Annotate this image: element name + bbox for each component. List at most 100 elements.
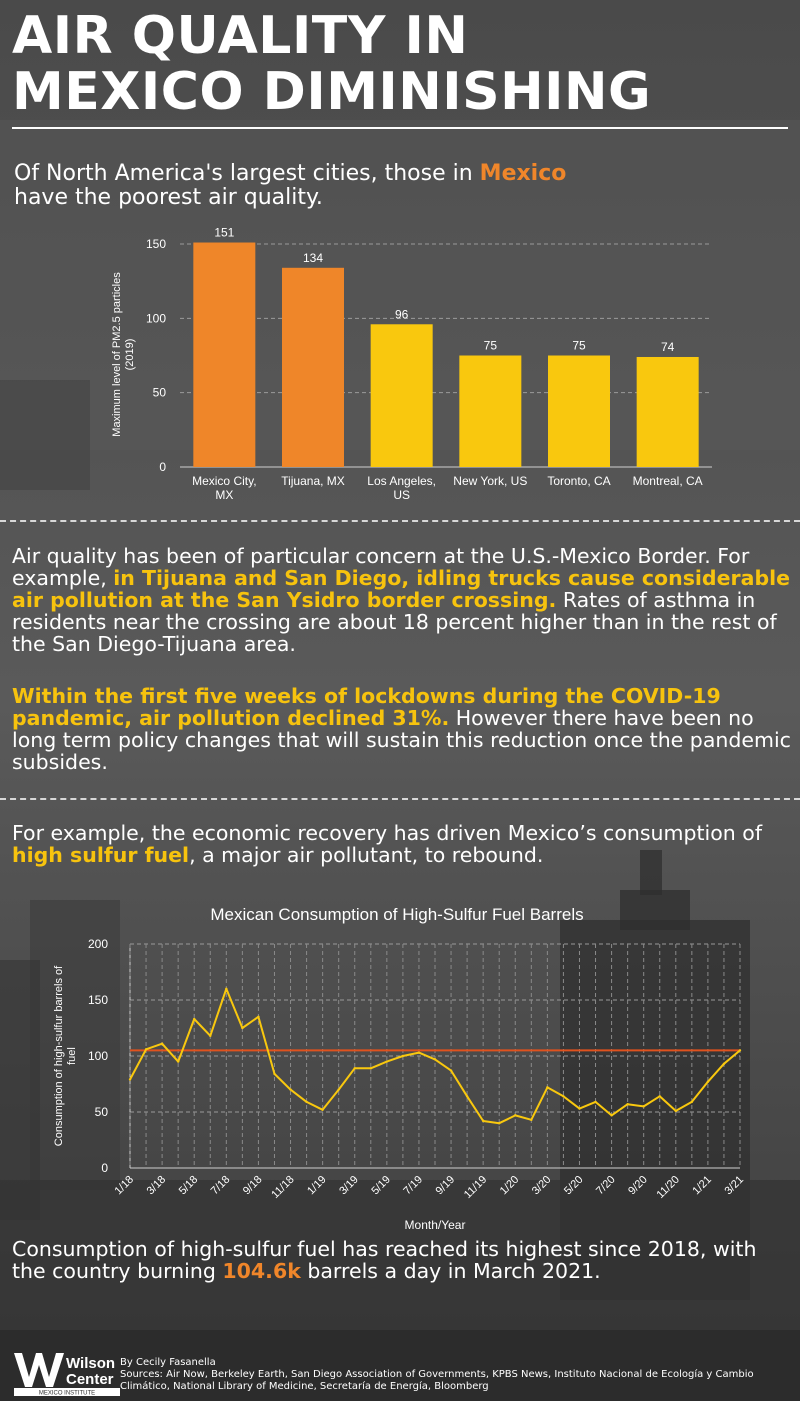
sulfur-fuel-point (738, 1049, 742, 1052)
bar-category-label: Mexico City, MX (192, 474, 256, 502)
bar-category-label: Tijuana, MX (281, 474, 345, 488)
sulfur-fuel-point (706, 1080, 710, 1083)
sulfur-fuel-point (128, 1078, 132, 1081)
logo-subtitle: MEXICO INSTITUTE (39, 1391, 95, 1397)
sulfur-fuel-point (690, 1100, 694, 1104)
page-title: AIR QUALITY IN MEXICO DIMINISHING (12, 8, 651, 120)
sulfur-fuel-point (417, 1051, 421, 1054)
intro-highlight: Mexico (479, 161, 567, 186)
line-x-tick-label: 5/19 (369, 1174, 393, 1198)
line-y-tick-label: 0 (101, 1161, 108, 1175)
bar-category-label: New York, US (453, 474, 527, 488)
paragraph1-pre: Air quality has been of particular conce… (12, 544, 750, 590)
bar-y-tick-label: 100 (146, 311, 166, 325)
sulfur-fuel-point (209, 1034, 212, 1038)
sulfur-fuel-point (160, 1042, 164, 1045)
paragraph3-highlight: high sulfur fuel (12, 843, 190, 867)
sulfur-fuel-point (241, 1026, 244, 1030)
paragraph3-pre: For example, the economic recovery has d… (12, 821, 763, 845)
sulfur-fuel-point (289, 1088, 292, 1091)
sulfur-fuel-point (674, 1109, 677, 1113)
line-y-tick-label: 100 (88, 1049, 108, 1063)
line-y-tick-label: 200 (88, 937, 108, 951)
conclusion-pre: Consumption of high-sulfur fuel has reac… (12, 1237, 757, 1283)
bar-category-label: Los Angeles, US (367, 474, 436, 502)
sulfur-fuel-point (144, 1048, 148, 1051)
intro-text: Of North America's largest cities, those… (14, 162, 714, 210)
bar-value-label: 75 (572, 339, 586, 353)
logo-line-1: Wilson (66, 1355, 115, 1372)
sulfur-fuel-point (658, 1095, 661, 1098)
sulfur-fuel-point (562, 1095, 565, 1098)
line-x-tick-label: 3/20 (530, 1174, 554, 1198)
line-x-tick-label: 7/19 (401, 1174, 425, 1198)
sulfur-fuel-point (642, 1105, 645, 1108)
pm25-bar-chart: 0 50 100 150 Maximum level of PM2.5 particle… (111, 226, 712, 502)
paragraph-conclusion: Consumption of high-sulfur fuel has reac… (12, 1238, 792, 1282)
paragraph-recovery: For example, the economic recovery has d… (12, 822, 792, 866)
conclusion-post: barrels a day in March 2021. (300, 1259, 601, 1283)
section-divider-2 (0, 798, 800, 800)
line-x-tick-label: 9/20 (626, 1174, 650, 1198)
sulfur-fuel-point (594, 1100, 597, 1104)
bar-3 (459, 355, 522, 467)
line-x-tick-label: 3/18 (145, 1174, 169, 1198)
line-y-axis-label: Consumption of high-sulfur barrels offue… (53, 965, 78, 1146)
section-divider-1 (0, 520, 800, 522)
bar-2 (370, 324, 433, 467)
line-x-tick-label: 11/18 (269, 1174, 296, 1201)
sulfur-fuel-point (481, 1119, 485, 1123)
paragraph1-post: Rates of asthma in residents near the cr… (12, 588, 777, 656)
sulfur-fuel-line-chart: Mexican Consumption of High-Sulfur Fuel … (53, 905, 746, 1232)
bar-value-label: 96 (395, 307, 409, 321)
title-line-1: AIR QUALITY IN (12, 6, 469, 66)
bar-y-tick-label: 150 (146, 237, 166, 251)
sulfur-fuel-point (578, 1107, 581, 1110)
bar-4 (548, 355, 610, 467)
bar-0 (193, 242, 256, 467)
sulfur-fuel-point (337, 1088, 340, 1091)
line-x-axis-label: Month/Year (405, 1218, 466, 1232)
line-x-tick-label: 7/20 (594, 1174, 618, 1198)
sulfur-fuel-point (353, 1067, 356, 1070)
sulfur-fuel-point (514, 1114, 517, 1117)
intro-pre: Of North America's largest cities, those… (14, 161, 480, 186)
sulfur-fuel-point (321, 1108, 324, 1111)
line-x-tick-label: 11/19 (462, 1174, 489, 1201)
bar-y-tick-label: 50 (153, 386, 167, 400)
sulfur-fuel-point (433, 1058, 437, 1061)
sulfur-fuel-point (369, 1067, 372, 1070)
sulfur-fuel-point (530, 1118, 533, 1122)
logo-line-2: Center (66, 1371, 114, 1388)
line-y-tick-label: 150 (88, 993, 108, 1007)
sulfur-fuel-point (193, 1017, 196, 1021)
sulfur-fuel-point (498, 1122, 501, 1125)
paragraph3-post: , a major air pollutant, to rebound. (189, 843, 544, 867)
sulfur-fuel-point (401, 1054, 405, 1058)
bar-value-label: 75 (484, 339, 498, 353)
sulfur-fuel-point (626, 1102, 629, 1106)
wilson-w-icon: Wilson Center MEXICO INSTITUTE (14, 1353, 120, 1397)
sulfur-fuel-point (449, 1069, 453, 1072)
line-x-tick-label: 3/21 (722, 1174, 746, 1198)
bar-5 (636, 356, 699, 467)
sulfur-fuel-point (257, 1015, 260, 1018)
byline: By Cecily Fasanella (120, 1357, 216, 1368)
line-x-tick-label: 1/21 (690, 1174, 714, 1198)
sources: Sources: Air Now, Berkeley Earth, San Di… (120, 1369, 754, 1392)
paragraph-border: Air quality has been of particular conce… (12, 545, 792, 655)
sulfur-fuel-point (385, 1060, 389, 1063)
paragraph-covid: Within the first five weeks of lockdowns… (12, 685, 792, 773)
line-chart-title: Mexican Consumption of High-Sulfur Fuel … (210, 905, 583, 924)
conclusion-highlight: 104.6k (222, 1259, 301, 1283)
bar-value-label: 151 (214, 226, 234, 240)
line-x-tick-label: 1/19 (305, 1174, 329, 1198)
bar-category-label: Montreal, CA (633, 474, 703, 488)
bar-value-label: 134 (303, 251, 323, 265)
sulfur-fuel-point (273, 1072, 276, 1076)
title-line-2: MEXICO DIMINISHING (12, 62, 652, 122)
line-x-tick-label: 9/18 (241, 1174, 265, 1198)
line-x-tick-label: 3/19 (337, 1174, 361, 1198)
sulfur-fuel-point (546, 1086, 549, 1089)
